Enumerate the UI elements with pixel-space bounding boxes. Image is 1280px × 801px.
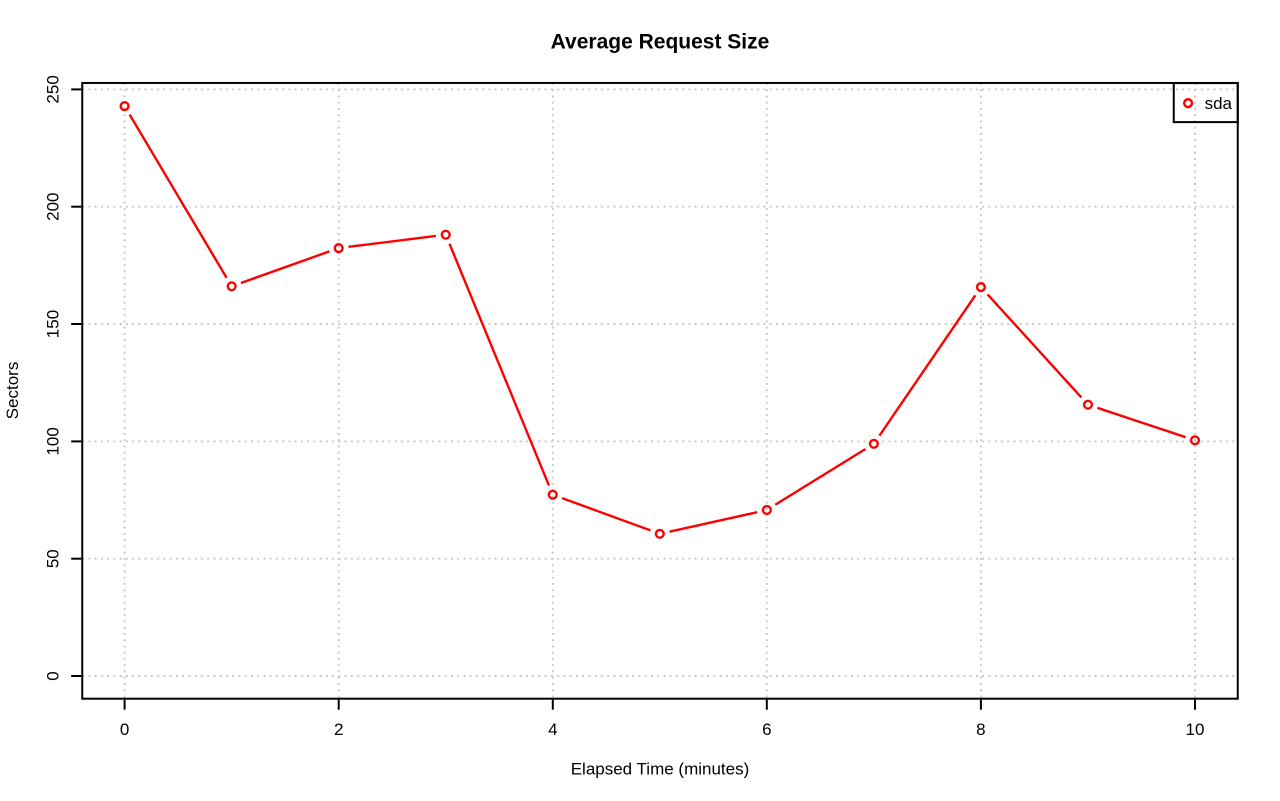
svg-text:0: 0 bbox=[120, 720, 129, 739]
svg-text:150: 150 bbox=[43, 310, 62, 338]
svg-text:200: 200 bbox=[43, 193, 62, 221]
svg-text:250: 250 bbox=[43, 75, 62, 103]
svg-text:Average Request Size: Average Request Size bbox=[551, 31, 770, 54]
svg-text:Sectors: Sectors bbox=[3, 362, 22, 420]
svg-text:8: 8 bbox=[976, 720, 985, 739]
svg-text:Elapsed Time (minutes): Elapsed Time (minutes) bbox=[571, 760, 750, 779]
svg-text:0: 0 bbox=[43, 671, 62, 680]
svg-text:10: 10 bbox=[1186, 720, 1205, 739]
svg-text:6: 6 bbox=[762, 720, 771, 739]
svg-text:4: 4 bbox=[548, 720, 557, 739]
svg-text:50: 50 bbox=[43, 549, 62, 568]
svg-text:sda: sda bbox=[1205, 94, 1233, 113]
svg-text:2: 2 bbox=[334, 720, 343, 739]
svg-text:100: 100 bbox=[43, 427, 62, 455]
